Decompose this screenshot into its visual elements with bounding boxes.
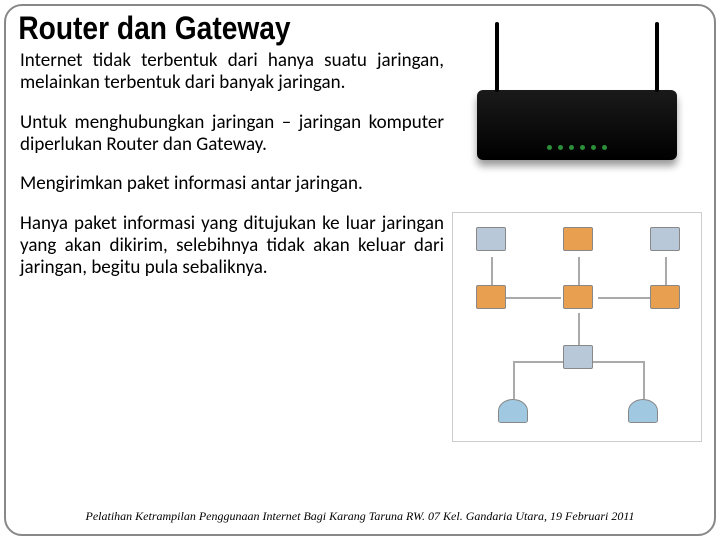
diagram-node <box>471 227 511 253</box>
diagram-node <box>558 285 598 311</box>
diagram-link <box>578 257 580 285</box>
paragraph-2: Untuk menghubungkan jaringan – jaringan … <box>20 112 444 156</box>
slide-frame: Router dan Gateway Internet tidak terben… <box>4 4 716 536</box>
paragraph-4: Hanya paket informasi yang ditujukan ke … <box>20 213 444 279</box>
diagram-node <box>493 399 533 425</box>
diagram-node <box>558 227 598 253</box>
paragraph-3: Mengirimkan paket informasi antar jaring… <box>20 173 444 195</box>
diagram-node <box>645 227 685 253</box>
diagram-link <box>491 257 493 285</box>
diagram-link <box>578 313 580 345</box>
diagram-node <box>471 285 511 311</box>
text-column: Internet tidak terbentuk dari hanya suat… <box>20 50 444 442</box>
slide-title: Router dan Gateway <box>6 6 629 44</box>
footer-text: Pelatihan Ketrampilan Penggunaan Interne… <box>6 509 714 524</box>
diagram-node <box>558 345 598 371</box>
network-diagram <box>452 212 702 442</box>
router-body <box>477 90 677 160</box>
diagram-node <box>645 285 685 311</box>
diagram-link <box>665 257 667 285</box>
diagram-link <box>643 361 645 399</box>
diagram-node <box>623 399 663 425</box>
router-leds <box>547 145 607 150</box>
paragraph-1: Internet tidak terbentuk dari hanya suat… <box>20 50 444 94</box>
content-row: Internet tidak terbentuk dari hanya suat… <box>6 44 714 442</box>
router-image <box>452 50 702 200</box>
diagram-link <box>513 361 515 399</box>
image-column <box>452 50 702 442</box>
